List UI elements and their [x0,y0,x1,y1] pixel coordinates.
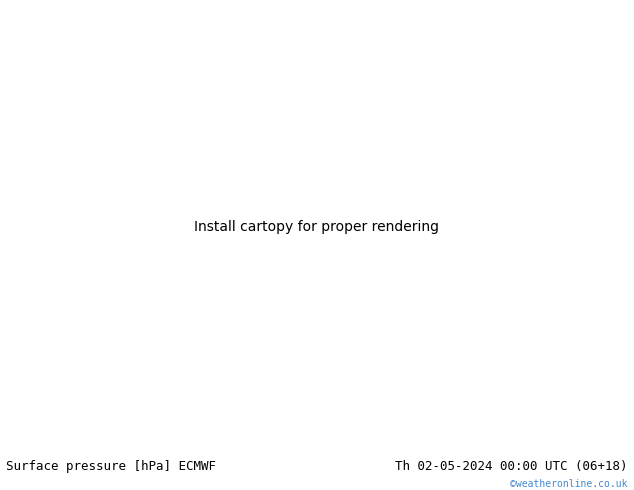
Text: Surface pressure [hPa] ECMWF: Surface pressure [hPa] ECMWF [6,460,216,473]
Text: Install cartopy for proper rendering: Install cartopy for proper rendering [195,220,439,234]
Text: Th 02-05-2024 00:00 UTC (06+18): Th 02-05-2024 00:00 UTC (06+18) [395,460,628,473]
Text: ©weatheronline.co.uk: ©weatheronline.co.uk [510,480,628,490]
